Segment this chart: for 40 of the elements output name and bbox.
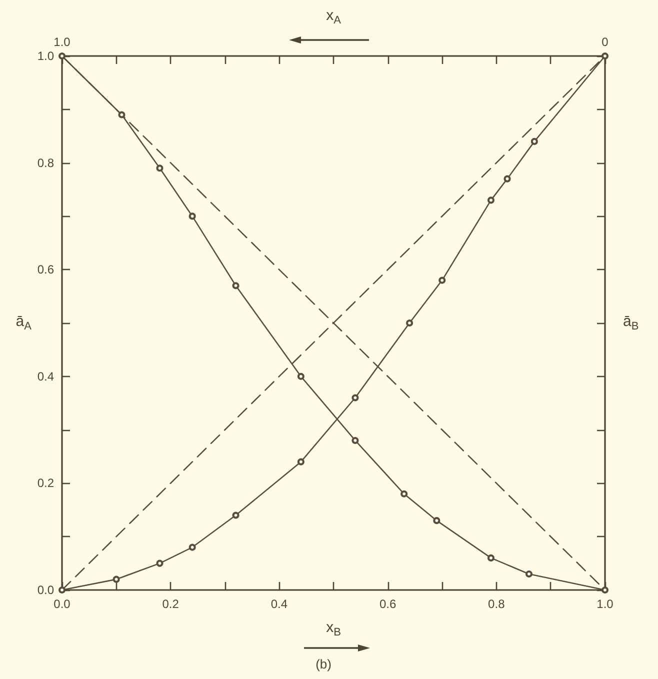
point xyxy=(400,490,408,498)
x-tick-label: 0.6 xyxy=(379,597,396,611)
point xyxy=(118,111,126,118)
point xyxy=(530,138,538,145)
x-tick-label: 0.8 xyxy=(488,597,506,611)
x-tick-label: 0.2 xyxy=(162,597,180,611)
point xyxy=(487,196,494,204)
text: (b) xyxy=(316,656,332,672)
point xyxy=(352,394,359,402)
y-tick-label: 1.0 xyxy=(37,49,54,63)
y-tick-label: 0.8 xyxy=(37,156,54,170)
point xyxy=(352,436,359,444)
x-tick-label: 1.0 xyxy=(596,597,614,611)
y-tick-label: 0.2 xyxy=(37,476,54,490)
point xyxy=(297,458,304,466)
x2-tick-label: 1.0 xyxy=(54,35,71,49)
point xyxy=(525,570,532,578)
y-tick-label: 0.6 xyxy=(37,262,54,277)
point xyxy=(602,52,608,60)
point xyxy=(406,320,414,326)
point xyxy=(188,544,196,551)
y-tick-label: 0.4 xyxy=(37,369,54,384)
point xyxy=(232,512,240,519)
point xyxy=(58,586,66,594)
point xyxy=(188,212,196,220)
point xyxy=(433,517,440,524)
point xyxy=(297,372,304,380)
x2-tick-label: 0 xyxy=(602,35,609,49)
point xyxy=(232,282,240,290)
point xyxy=(487,554,494,562)
point xyxy=(112,576,120,583)
x-tick-label: 0.0 xyxy=(54,597,71,611)
point xyxy=(504,175,511,182)
point xyxy=(156,560,164,567)
x-tick-label: 0.4 xyxy=(270,597,288,611)
point xyxy=(602,586,608,594)
point xyxy=(58,52,66,60)
point xyxy=(438,276,446,284)
y-tick-label: 0.0 xyxy=(37,583,54,597)
point xyxy=(156,164,164,172)
